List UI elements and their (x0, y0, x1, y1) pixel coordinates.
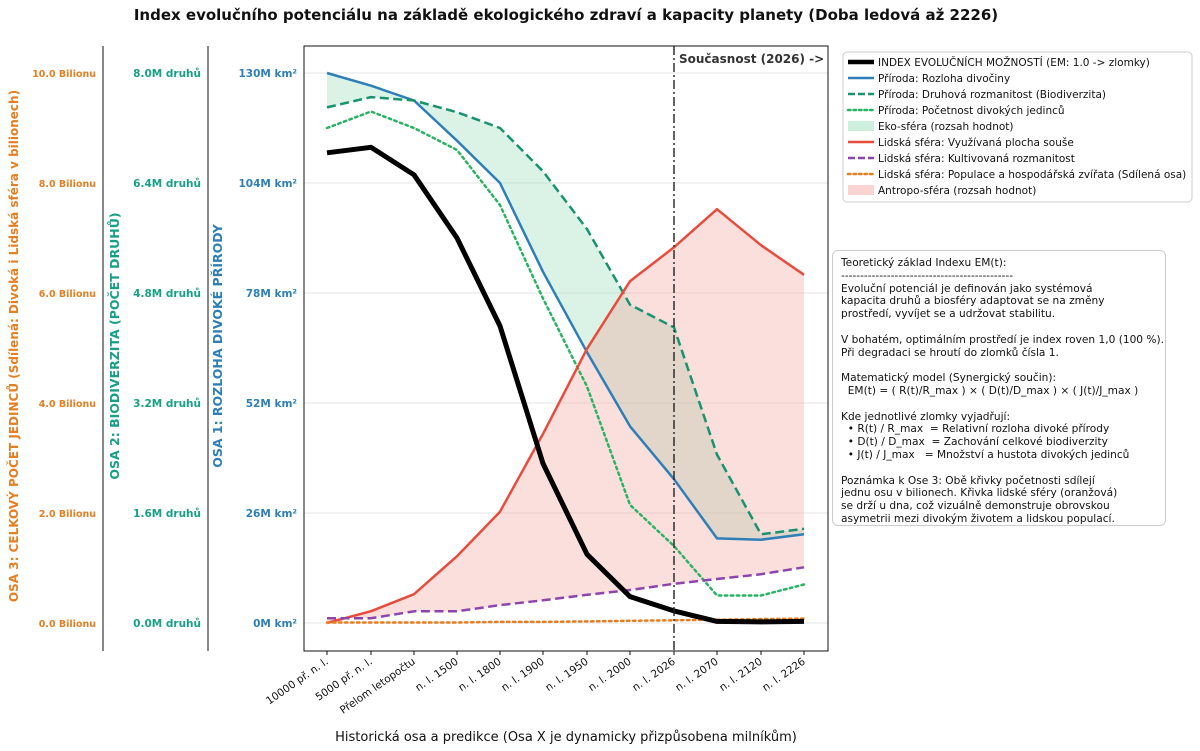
series-line-1 (326, 71, 805, 541)
note-line: Teoretický základ Indexu EM(t): (841, 257, 1007, 269)
legend-fill-swatch (848, 185, 874, 195)
legend-box (842, 51, 1193, 203)
note-line: asymetrii mezi divokým životem a lidskou… (841, 512, 1115, 525)
series-line-0 (326, 144, 805, 625)
note-line: Poznámka k Ose 3: Obě křivky početnosti … (841, 474, 1095, 487)
series-line-5 (327, 566, 805, 620)
axis-3-tick-label: 0.0 Bilionu (39, 619, 96, 630)
note-line: V bohatém, optimálním prostředí je index… (841, 333, 1164, 346)
note-line: EM(t) = ( R(t)/R_max ) × ( D(t)/D_max ) … (841, 384, 1139, 397)
axis-2-tick-label: 3.2M druhů (133, 397, 201, 410)
x-axis-label: Historická osa a predikce (Osa X je dyna… (335, 730, 797, 745)
note-line: prostředí, vyvíjet se a udržovat stabili… (841, 308, 1056, 321)
axis-1-tick-label: 26M km² (246, 508, 298, 520)
legend-fill-swatch (848, 121, 874, 131)
axis-3-tick-label: 10.0 Bilionu (32, 69, 96, 80)
legend-label: Lidská sféra: Kultivovaná rozmanitost (878, 153, 1075, 165)
x-tick-label: n. l. 2070 (673, 656, 721, 694)
axis-2-tick-label: 0.0M druhů (133, 617, 201, 630)
note-line: kapacita druhů a biosféry adaptovat se n… (841, 295, 1105, 308)
theory-note-box: Teoretický základ Indexu EM(t): ---------… (832, 250, 1166, 526)
series-line-4 (326, 207, 805, 625)
axis-2-tick-label: 1.6M druhů (133, 507, 201, 520)
x-tick-label: n. l. 1800 (456, 656, 504, 694)
axis-2-tick-label: 4.8M druhů (133, 287, 201, 300)
axis-3-tick-label: 2.0 Bilionu (39, 509, 96, 520)
series-line-2 (326, 95, 805, 536)
axis-3-tick-label: 4.0 Bilionu (39, 399, 96, 410)
axis-2-label: OSA 2: BIODIVERZITA (POČET DRUHŮ) (107, 212, 122, 479)
note-line: Matematický model (Synergický součin): (841, 372, 1057, 385)
axis-1-tick-label: 52M km² (246, 398, 298, 410)
note-line (841, 462, 1157, 475)
axis-2-tick-label: 8.0M druhů (133, 67, 201, 80)
axis-3-label: OSA 3: CELKOVÝ POČET JEDINCŮ (Sdílená: D… (6, 90, 21, 602)
x-tick-label: n. l. 1950 (543, 656, 591, 694)
legend-label: Příroda: Rozloha divočiny (878, 73, 1010, 85)
chart-title: Index evolučního potenciálu na základě e… (134, 6, 998, 24)
x-tick-label: n. l. 2000 (586, 656, 634, 694)
legend-label: Lidská sféra: Využívaná plocha souše (878, 137, 1074, 149)
legend-label: Eko-sféra (rozsah hodnot) (878, 121, 1014, 133)
note-line: ----------------------------------------… (841, 269, 1014, 282)
x-tick-label: n. l. 2226 (760, 655, 808, 693)
legend-label: Příroda: Početnost divokých jedinců (878, 105, 1065, 117)
note-line: Při degradaci se hroutí do zlomků čísla … (841, 346, 1059, 359)
legend-label: Příroda: Druhová rozmanitost (Biodiverzi… (878, 89, 1106, 101)
note-line: se drží u dna, což vizuálně demonstruje … (841, 500, 1110, 513)
x-tick-label: n. l. 2026 (630, 655, 678, 693)
series-line-3 (325, 110, 806, 597)
axis-1-tick-label: 78M km² (246, 288, 298, 300)
note-line: • R(t) / R_max = Relativní rozloha divok… (841, 423, 1110, 436)
note-line: • J(t) / J_max = Množství a hustota divo… (841, 448, 1130, 461)
axis-2-tick-label: 6.4M druhů (133, 177, 201, 190)
plot-frame (303, 45, 829, 652)
axis-3-tick-label: 6.0 Bilionu (39, 289, 96, 300)
note-line: • D(t) / D_max = Zachování celkové biodi… (841, 436, 1108, 449)
present-marker-label: Současnost (2026) -> Výhled do roku 2226 (679, 52, 968, 66)
legend-label: Antropo-sféra (rozsah hodnot) (878, 185, 1036, 197)
legend-label: Lidská sféra: Populace a hospodářská zví… (878, 169, 1186, 181)
note-line: jednu osu v bilionech. Křivka lidské sfé… (841, 487, 1118, 500)
note-line (841, 398, 1157, 411)
note-line: Kde jednotlivé zlomky vyjadřují: (841, 410, 1011, 423)
legend-label: INDEX EVOLUČNÍCH MOŽNOSTÍ (EM: 1.0 -> zl… (878, 56, 1150, 69)
note-line: Evoluční potenciál je definován jako sys… (841, 282, 1093, 295)
anthropo-sphere-band (327, 209, 804, 623)
x-tick-label: Přelom letopočtu (338, 656, 418, 717)
eco-sphere-band (327, 73, 804, 540)
x-tick-label: n. l. 2120 (717, 656, 765, 694)
x-tick-label: n. l. 1500 (413, 656, 461, 694)
axis-1-tick-label: 0M km² (253, 618, 297, 630)
axis-1-tick-label: 104M km² (238, 178, 297, 190)
axis-1-label: OSA 1: ROZLOHA DIVOKÉ PŘÍRODY (210, 223, 225, 467)
x-tick-label: n. l. 1900 (499, 656, 547, 694)
note-line (841, 359, 1157, 372)
axis-3-tick-label: 8.0 Bilionu (39, 179, 96, 190)
note-line (841, 321, 1157, 334)
axis-1-tick-label: 130M km² (238, 68, 297, 80)
